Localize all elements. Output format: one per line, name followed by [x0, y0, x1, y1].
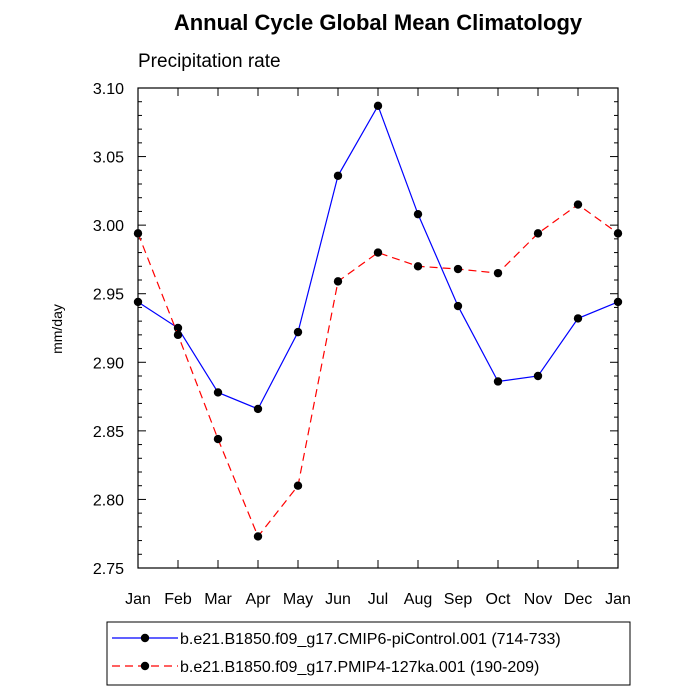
data-point [573, 200, 583, 209]
legend-label: b.e21.B1850.f09_g17.CMIP6-piControl.001 … [180, 631, 561, 648]
data-point [413, 262, 423, 271]
legend-box [106, 621, 631, 686]
x-tick-label: Aug [404, 591, 432, 608]
x-tick-label: Sep [444, 591, 473, 608]
data-point [453, 301, 463, 311]
y-tick-label: 2.75 [93, 561, 124, 578]
data-point [133, 229, 143, 238]
y-tick-label: 2.95 [93, 287, 124, 304]
data-point [293, 327, 303, 337]
data-point [213, 388, 223, 397]
data-point [133, 297, 143, 307]
chart-title: Annual Cycle Global Mean Climatology [174, 10, 583, 35]
x-tick-label: Jan [605, 591, 631, 608]
y-tick-label: 2.85 [93, 424, 124, 441]
series-line [137, 104, 619, 410]
data-point [213, 434, 223, 444]
x-tick-label: Jun [325, 591, 351, 608]
data-point [333, 277, 343, 286]
data-point [373, 248, 383, 257]
x-tick-label: Apr [246, 591, 272, 608]
legend-swatch-marker [140, 661, 150, 671]
data-point [613, 229, 623, 238]
x-tick-label: May [283, 591, 313, 608]
plot-frame [137, 87, 619, 569]
plot-area: Jan Feb Mar Apr May Jun Jul Aug Sep Oct Nov Dec Jan2… [93, 81, 631, 608]
legend: b.e21.B1850.f09_g17.CMIP6-piControl.001 … [106, 621, 631, 686]
data-point [533, 229, 543, 238]
legend-swatch-marker [140, 633, 150, 643]
x-tick-label: Feb [164, 591, 192, 608]
data-point [253, 404, 263, 414]
y-tick-label: 3.10 [93, 81, 124, 98]
x-tick-label: Jul [368, 591, 388, 608]
series-0 [133, 101, 623, 414]
data-point [293, 481, 303, 490]
chart-subtitle: Precipitation rate [138, 51, 281, 72]
data-point [613, 297, 623, 307]
x-tick-label: Mar [204, 591, 232, 608]
data-point [453, 264, 463, 274]
data-point [173, 330, 183, 340]
x-tick-label: Dec [564, 591, 592, 608]
data-point [493, 377, 503, 386]
data-point [373, 101, 383, 111]
y-tick-label: 2.90 [93, 355, 124, 372]
y-tick-label: 3.05 [93, 150, 124, 167]
x-tick-label: Jan [125, 591, 151, 608]
y-tick-label: 3.00 [93, 218, 124, 235]
data-point [573, 314, 583, 323]
series-1 [133, 200, 623, 541]
y-tick-label: 2.80 [93, 492, 124, 509]
data-point [253, 532, 263, 541]
data-point [533, 371, 543, 381]
legend-label: b.e21.B1850.f09_g17.PMIP4-127ka.001 (190… [180, 659, 539, 676]
data-point [493, 268, 503, 278]
data-point [173, 323, 183, 333]
y-axis-label: mm/day [49, 304, 65, 354]
x-tick-label: Nov [524, 591, 552, 608]
data-point [413, 209, 423, 219]
x-tick-label: Oct [486, 591, 511, 608]
data-point [333, 171, 343, 180]
